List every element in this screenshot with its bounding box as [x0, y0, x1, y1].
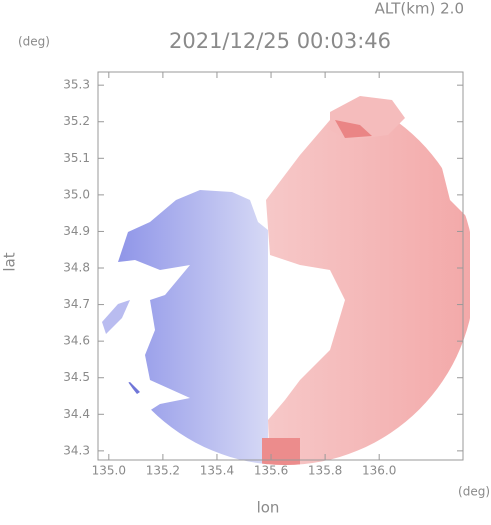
x-axis-label: lon: [257, 499, 280, 517]
radar-field: [112, 105, 470, 465]
y-tick-label: 34.7: [63, 297, 90, 311]
western-echo: [102, 300, 130, 334]
y-tick-label: 34.9: [63, 224, 90, 238]
y-tick-label: 34.6: [63, 334, 90, 348]
plot-frame: [97, 71, 464, 461]
y-tick-label: 34.5: [63, 370, 90, 384]
x-tick-label: 135.8: [308, 464, 342, 478]
chart-title: 2021/12/25 00:03:46: [169, 29, 391, 53]
y-tick-label: 34.4: [63, 407, 90, 421]
strong-receding: [262, 438, 300, 465]
y-tick-label: 35.1: [63, 151, 90, 165]
approaching-area: [118, 190, 268, 465]
y-tick-label: 34.8: [63, 261, 90, 275]
y-axis-label: lat: [1, 252, 19, 271]
x-tick-label: 136.0: [362, 464, 396, 478]
x-unit: (deg): [458, 485, 490, 499]
y-unit: (deg): [18, 35, 50, 49]
y-tick-label: 34.3: [63, 443, 90, 457]
y-tick-label: 35.2: [63, 114, 90, 128]
x-tick-label: 135.0: [92, 464, 126, 478]
y-tick-label: 35.0: [63, 187, 90, 201]
x-tick-label: 135.6: [254, 464, 288, 478]
strong-approaching: [112, 382, 140, 400]
receding-area: [266, 105, 470, 465]
x-tick-label: 135.2: [146, 464, 180, 478]
subtitle: ALT(km) 2.0: [375, 0, 464, 18]
northern-echo: [335, 120, 372, 138]
x-tick-label: 135.4: [200, 464, 234, 478]
y-tick-label: 35.3: [63, 78, 90, 92]
